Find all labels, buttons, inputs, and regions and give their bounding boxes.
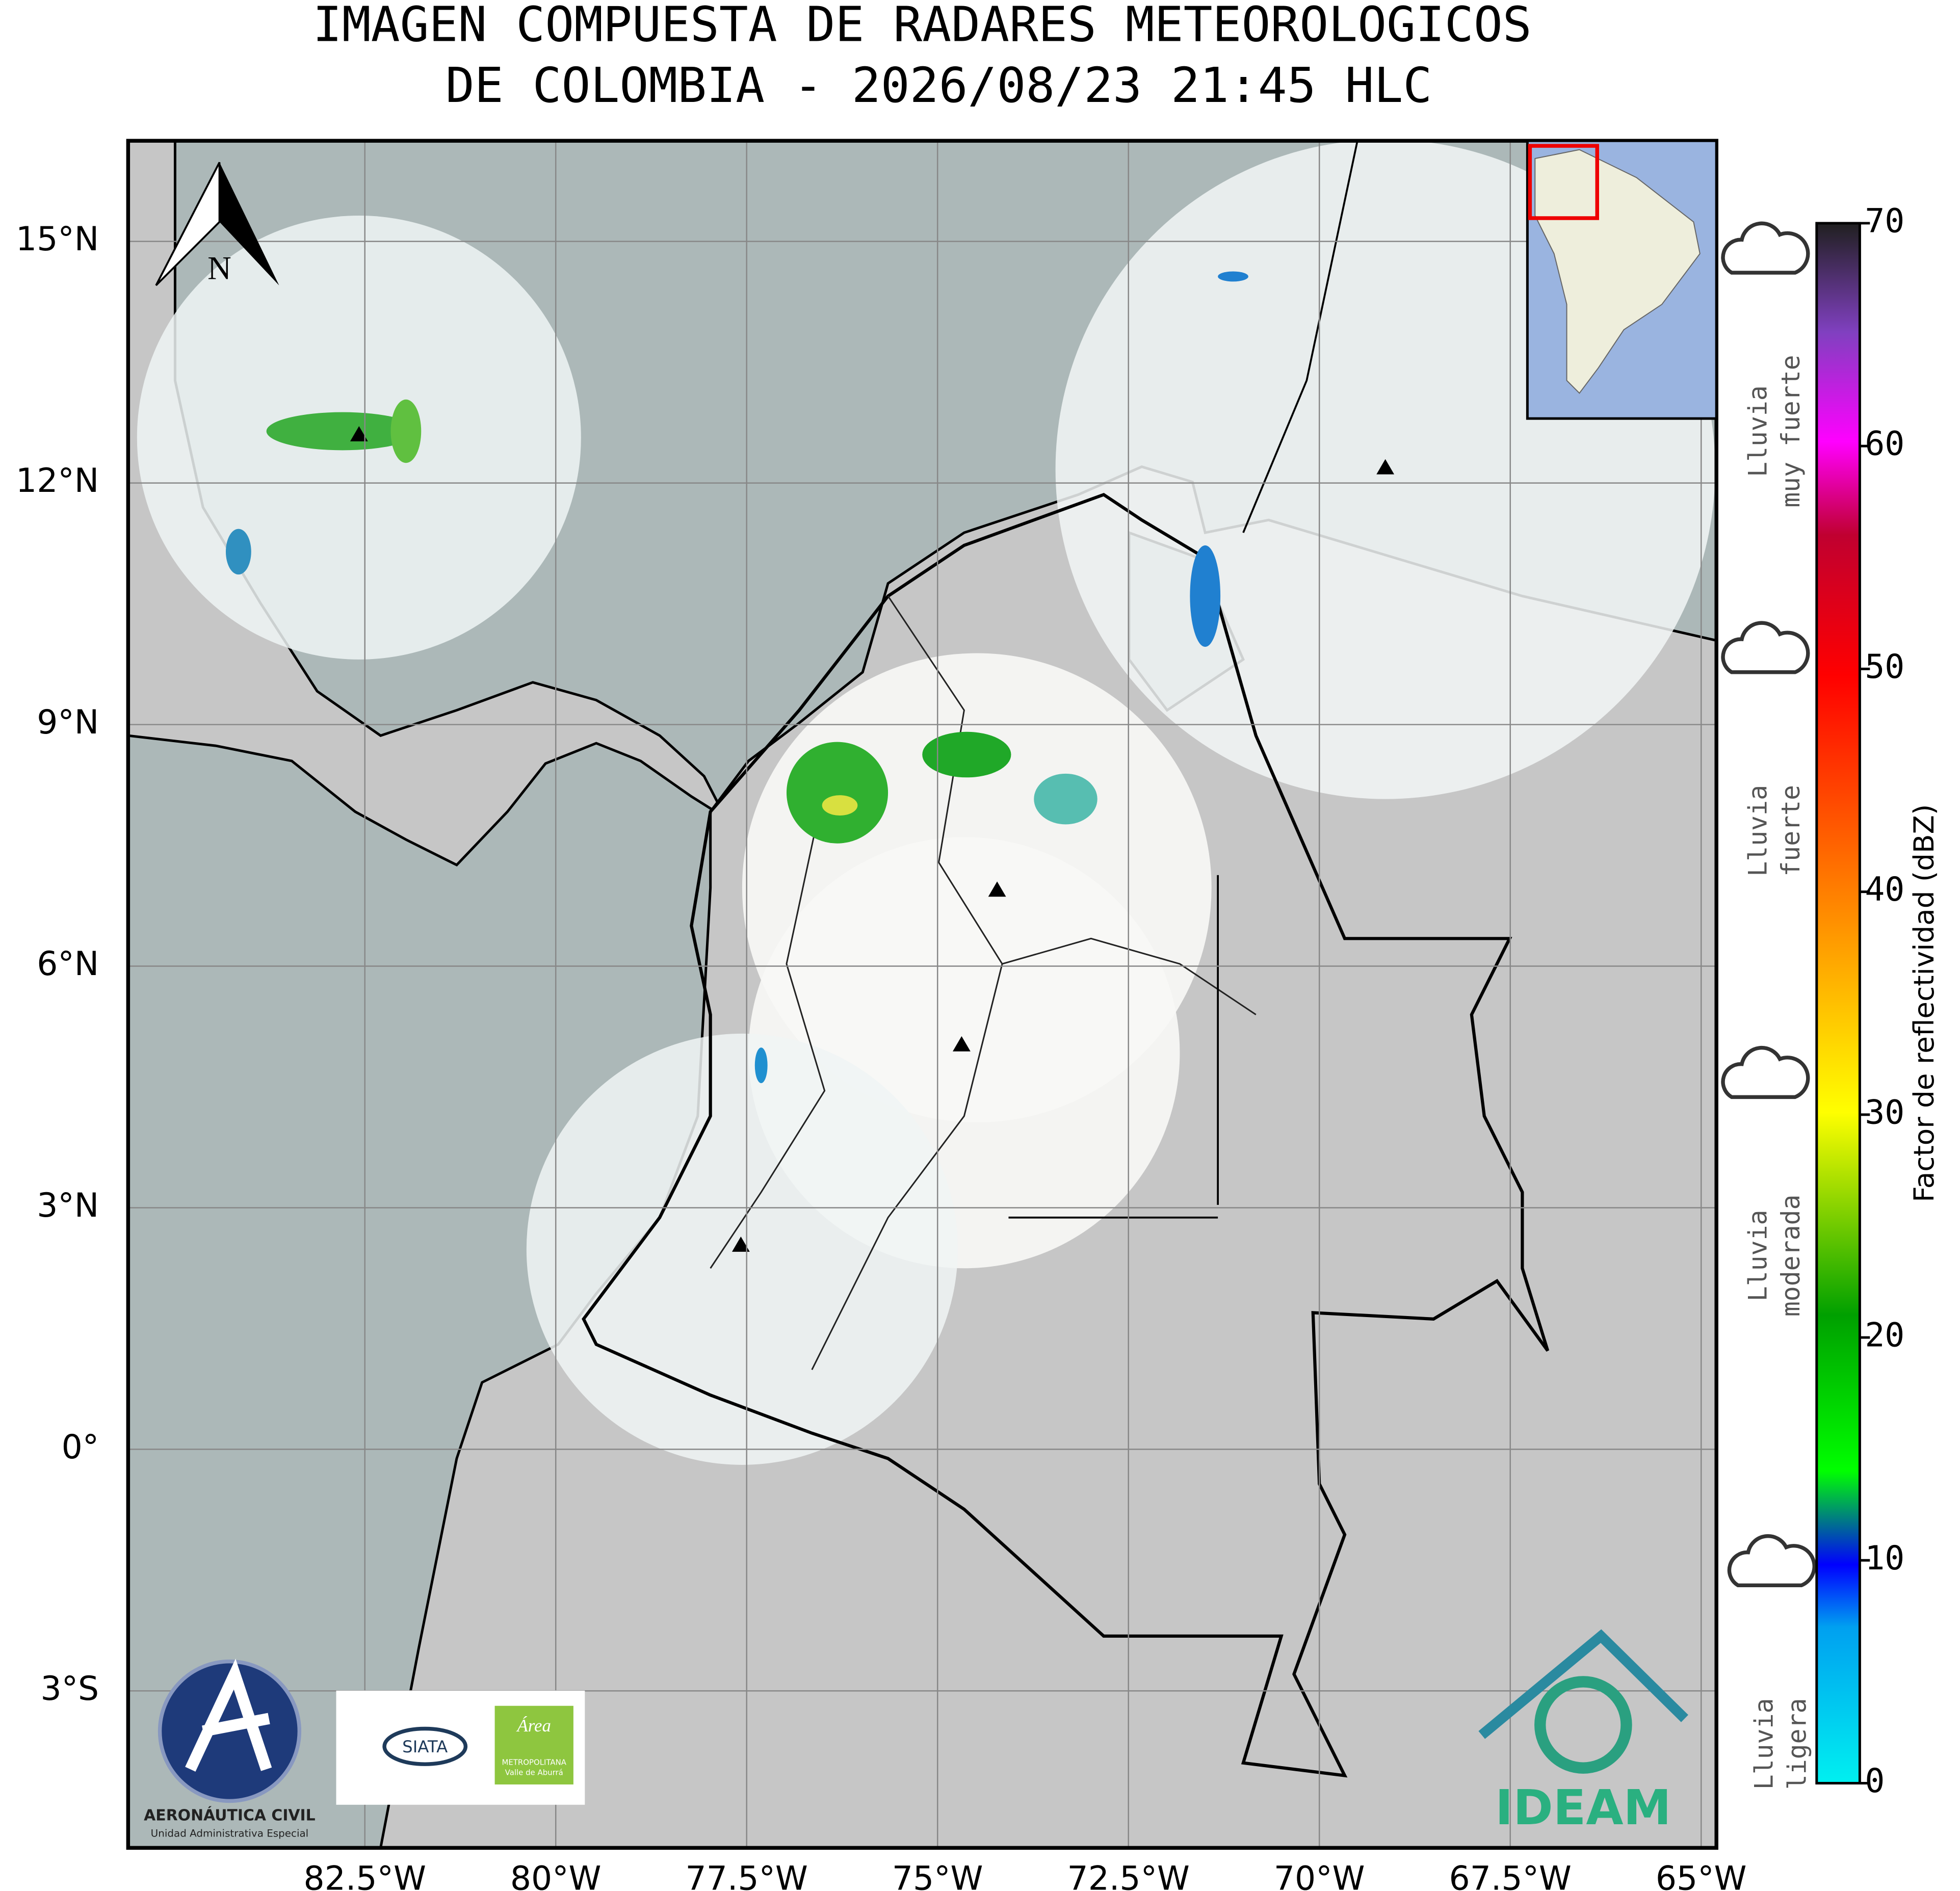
y-tick-label: 15°N bbox=[16, 220, 99, 258]
y-tick-label: 3°S bbox=[41, 1670, 99, 1708]
y-tick-label: 0° bbox=[62, 1428, 99, 1466]
logo-text: Valle de Aburrá bbox=[505, 1768, 563, 1777]
colorbar-ticks: 0 10 20 30 40 50 60 70 bbox=[1860, 202, 1904, 1800]
logo-text: Unidad Administrativa Especial bbox=[151, 1828, 309, 1840]
logo-text: AERONÁUTICA CIVIL bbox=[144, 1806, 316, 1825]
cloud-icon bbox=[1721, 221, 1810, 275]
x-tick-label: 67.5°W bbox=[1449, 1860, 1572, 1891]
cloud-icon bbox=[1727, 1534, 1816, 1588]
logo-text: SIATA bbox=[402, 1737, 448, 1756]
y-tick-label: 12°N bbox=[16, 462, 99, 500]
x-tick-label: 72.5°W bbox=[1067, 1860, 1190, 1891]
radar-sites bbox=[350, 426, 1395, 1252]
rain-label: Lluvia bbox=[1743, 1210, 1772, 1302]
rain-label: ligera bbox=[1782, 1698, 1812, 1790]
x-tick-label: 70°W bbox=[1274, 1860, 1365, 1891]
x-tick-label: 80°W bbox=[510, 1860, 602, 1891]
title-line: DE COLOMBIA - 2026/08/23 21:45 HLC bbox=[446, 58, 1432, 114]
y-tick-label: 6°N bbox=[37, 945, 99, 983]
cloud-icon bbox=[1721, 621, 1810, 674]
rain-label: moderada bbox=[1776, 1195, 1806, 1317]
map-frame bbox=[126, 139, 1718, 1850]
colombia-border bbox=[582, 492, 1550, 1778]
north-arrow: N bbox=[155, 162, 279, 286]
borders bbox=[1008, 141, 1358, 1219]
x-tick-label: 82.5°W bbox=[304, 1860, 426, 1891]
x-tick-label: 75°W bbox=[892, 1860, 983, 1891]
colorbar-tick-label: 30 bbox=[1865, 1093, 1904, 1132]
colorbar-tick-label: 20 bbox=[1865, 1317, 1904, 1355]
cloud-icon bbox=[1721, 1046, 1810, 1099]
precipitation bbox=[225, 271, 1248, 1083]
grid bbox=[128, 141, 1717, 1848]
colorbar-tick-label: 40 bbox=[1865, 871, 1904, 909]
inset-map bbox=[1526, 139, 1718, 420]
colorbar-tick-label: 70 bbox=[1865, 202, 1904, 241]
logos: AERONÁUTICA CIVIL Unidad Administrativa … bbox=[144, 1629, 1688, 1840]
colorbar-tick-label: 0 bbox=[1865, 1762, 1885, 1800]
colorbar-tick-label: 60 bbox=[1865, 425, 1904, 463]
colorbar bbox=[1815, 222, 1861, 1784]
map bbox=[128, 141, 1717, 1848]
colorbar-tick-label: 50 bbox=[1865, 648, 1904, 686]
logo-text: METROPOLITANA bbox=[502, 1758, 566, 1767]
rain-label: Lluvia bbox=[1743, 785, 1772, 877]
x-tick-label: 77.5°W bbox=[686, 1860, 808, 1891]
title-line: IMAGEN COMPUESTA DE RADARES METEOROLOGIC… bbox=[313, 0, 1532, 53]
colorbar-label: Factor de reflectividad (dBZ) bbox=[1907, 804, 1940, 1202]
colorbar-tick-label: 10 bbox=[1865, 1539, 1904, 1578]
north-label: N bbox=[207, 249, 231, 286]
rain-label: muy fuerte bbox=[1776, 355, 1806, 508]
y-tick-label: 3°N bbox=[37, 1187, 99, 1225]
logo-text: Área bbox=[516, 1716, 551, 1736]
logo-text: IDEAM bbox=[1495, 1780, 1671, 1836]
rain-label: Lluvia bbox=[1749, 1698, 1779, 1790]
y-tick-label: 9°N bbox=[37, 703, 99, 742]
rain-label: Lluvia bbox=[1743, 385, 1772, 477]
x-tick-label: 65°W bbox=[1656, 1860, 1747, 1891]
rain-label: fuerte bbox=[1776, 785, 1806, 877]
